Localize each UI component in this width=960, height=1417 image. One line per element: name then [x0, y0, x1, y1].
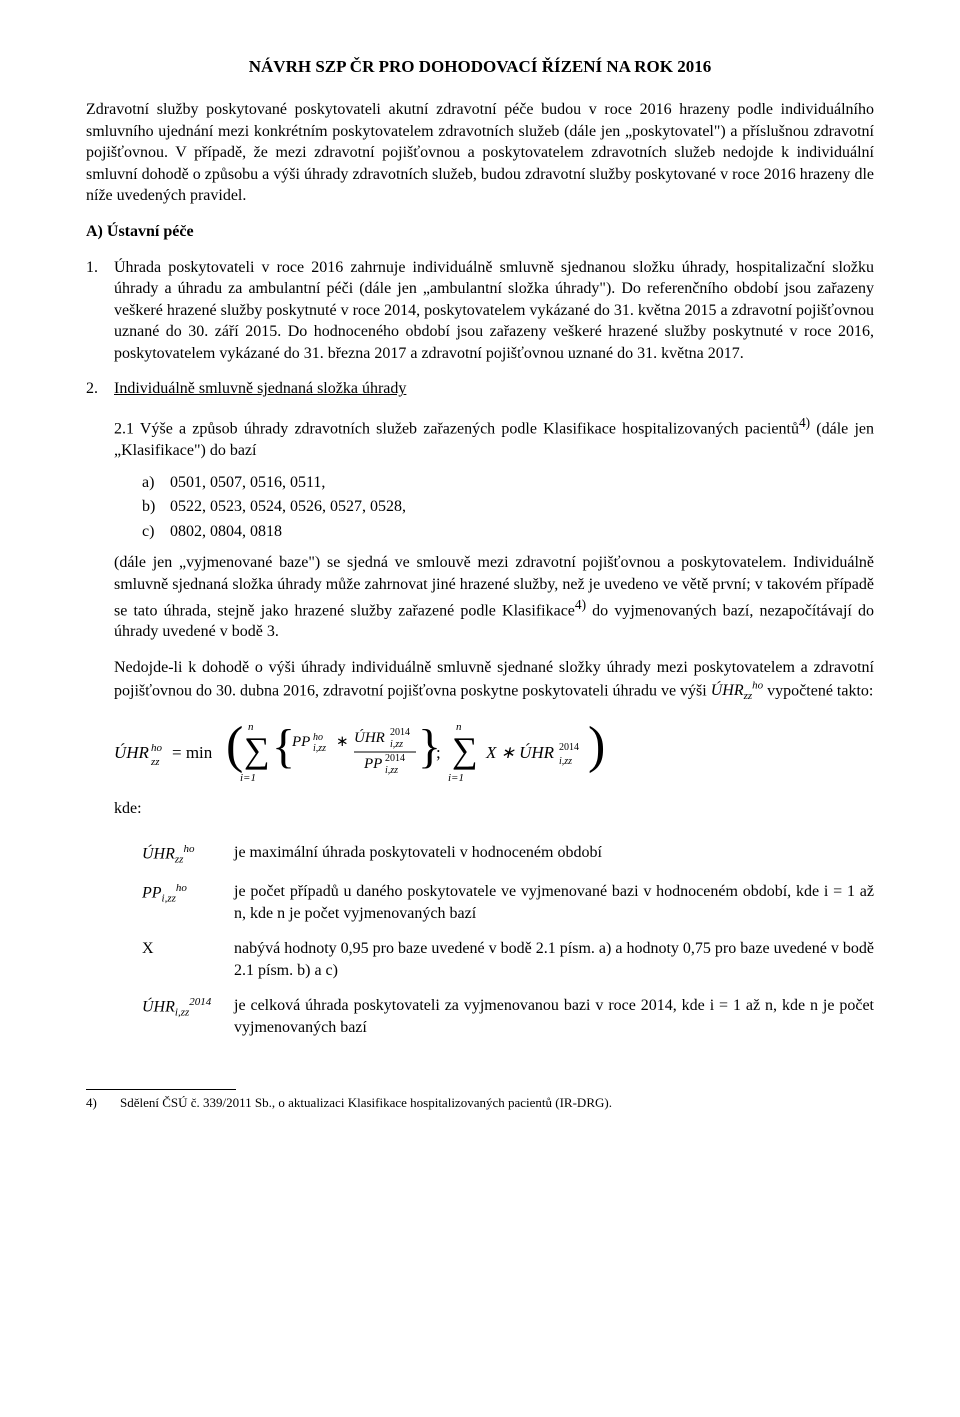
svg-text:2014: 2014	[559, 742, 579, 753]
footnote-separator	[86, 1089, 236, 1090]
svg-text:∑: ∑	[244, 730, 270, 770]
item-number: 1.	[86, 257, 98, 279]
bazi-item-a: a) 0501, 0507, 0516, 0511,	[142, 472, 874, 494]
inline-formula-sym: ÚHRzzho	[711, 682, 763, 699]
section-a-heading: A) Ústavní péče	[86, 221, 874, 243]
after-list-p2-post: vypočtené takto:	[763, 682, 873, 699]
svg-text:): )	[588, 718, 605, 774]
item-1-text: Úhrada poskytovateli v roce 2016 zahrnuj…	[114, 259, 874, 362]
svg-text:ho: ho	[151, 742, 163, 754]
definitions-table: ÚHRzzho je maximální úhrada poskytovatel…	[86, 828, 874, 1053]
after-list-p2: Nedojde-li k dohodě o výši úhrady indivi…	[86, 657, 874, 704]
def-symbol: ÚHRzzho	[142, 842, 234, 867]
bazi-label: b)	[142, 496, 155, 518]
footnote-ref: 4)	[799, 415, 810, 430]
bazi-value: 0501, 0507, 0516, 0511,	[170, 474, 325, 491]
bazi-value: 0522, 0523, 0524, 0526, 0527, 0528,	[170, 498, 406, 515]
def-desc: je celková úhrada poskytovateli za vyjme…	[234, 995, 874, 1038]
svg-text:ÚHR: ÚHR	[354, 729, 385, 746]
bazi-label: c)	[142, 521, 154, 543]
def-desc: je počet případů u daného poskytovatele …	[234, 881, 874, 924]
item-2-title: Individuálně smluvně sjednaná složka úhr…	[114, 380, 406, 397]
svg-text:X ∗ ÚHR: X ∗ ÚHR	[485, 743, 555, 762]
svg-text:n: n	[456, 721, 462, 733]
svg-text:n: n	[248, 721, 254, 733]
def-symbol: PPi,zzho	[142, 881, 234, 924]
def-desc: je maximální úhrada poskytovateli v hodn…	[234, 842, 874, 867]
kde-label: kde:	[86, 798, 874, 820]
after-list-p1: (dále jen „vyjmenované baze") se sjedná …	[86, 552, 874, 643]
def-row: ÚHRzzho je maximální úhrada poskytovatel…	[142, 842, 874, 867]
svg-text:zz: zz	[150, 756, 160, 768]
svg-text:2014: 2014	[385, 753, 405, 764]
svg-text:= min: = min	[172, 743, 213, 762]
svg-text:i,zz: i,zz	[385, 765, 398, 776]
footnote-text: Sdělení ČSÚ č. 339/2011 Sb., o aktualiza…	[120, 1094, 612, 1112]
footnote: 4) Sdělení ČSÚ č. 339/2011 Sb., o aktual…	[86, 1094, 874, 1112]
svg-text:∑: ∑	[452, 730, 478, 770]
item-number: 2.	[86, 378, 98, 400]
svg-text:i,zz: i,zz	[390, 739, 403, 750]
svg-text:PP: PP	[291, 734, 310, 750]
bazi-value: 0802, 0804, 0818	[170, 523, 282, 540]
list-item-2: 2. Individuálně smluvně sjednaná složka …	[86, 378, 874, 400]
svg-text:ho: ho	[313, 732, 323, 743]
footnote-ref: 4)	[575, 597, 586, 612]
svg-text:i,zz: i,zz	[313, 743, 326, 754]
bazi-item-c: c) 0802, 0804, 0818	[142, 521, 874, 543]
svg-text:2014: 2014	[390, 727, 410, 738]
svg-text:ÚHR: ÚHR	[114, 743, 150, 762]
list-item-1: 1. Úhrada poskytovateli v roce 2016 zahr…	[86, 257, 874, 365]
sub-num: 2.1	[114, 420, 134, 437]
svg-text:i=1: i=1	[240, 772, 256, 784]
bazi-item-b: b) 0522, 0523, 0524, 0526, 0527, 0528,	[142, 496, 874, 518]
svg-text:PP: PP	[363, 756, 382, 772]
bazi-list: a) 0501, 0507, 0516, 0511, b) 0522, 0523…	[86, 472, 874, 543]
sub-text-1: Výše a způsob úhrady zdravotních služeb …	[140, 420, 799, 437]
footnote-number: 4)	[86, 1094, 120, 1112]
svg-text:(: (	[226, 718, 243, 774]
def-row: ÚHRi,zz2014 je celková úhrada poskytovat…	[142, 995, 874, 1038]
def-symbol: X	[142, 938, 234, 981]
svg-text:∗: ∗	[336, 734, 349, 750]
svg-text:i=1: i=1	[448, 772, 464, 784]
def-row: PPi,zzho je počet případů u daného posky…	[142, 881, 874, 924]
sub-2-1: 2.1 Výše a způsob úhrady zdravotních slu…	[86, 414, 874, 462]
intro-paragraph: Zdravotní služby poskytované poskytovate…	[86, 99, 874, 207]
def-row: X nabývá hodnoty 0,95 pro baze uvedené v…	[142, 938, 874, 981]
svg-text:;: ;	[436, 743, 441, 762]
bazi-label: a)	[142, 472, 154, 494]
def-symbol: ÚHRi,zz2014	[142, 995, 234, 1038]
formula: ÚHR ho zz = min ( ∑ n i=1 { PP ho i,zz ∗…	[86, 718, 874, 788]
svg-text:i,zz: i,zz	[559, 756, 572, 767]
document-title: NÁVRH SZP ČR PRO DOHODOVACÍ ŘÍZENÍ NA RO…	[86, 56, 874, 79]
def-desc: nabývá hodnoty 0,95 pro baze uvedené v b…	[234, 938, 874, 981]
